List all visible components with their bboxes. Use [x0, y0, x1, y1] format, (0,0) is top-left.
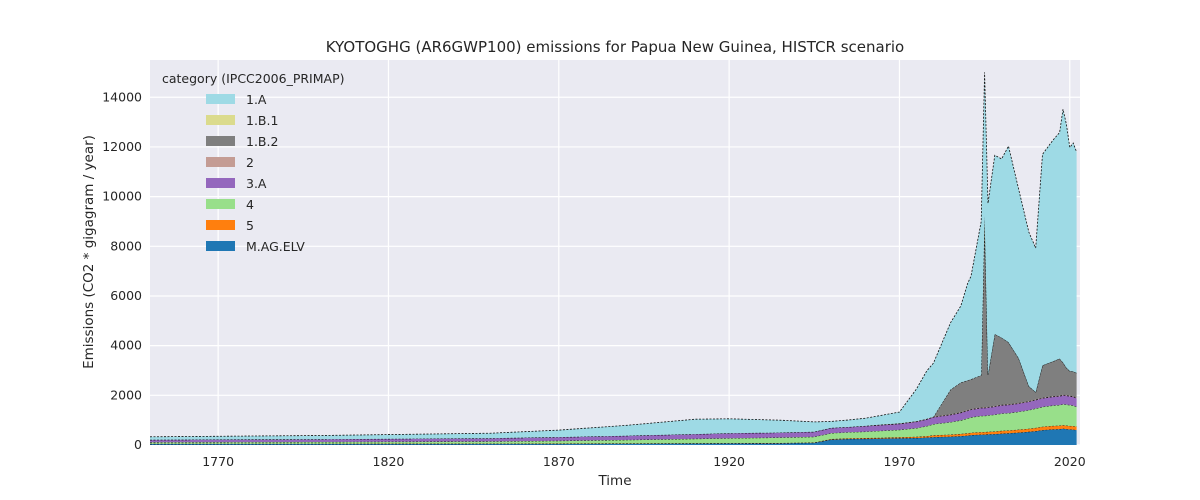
- x-axis-label: Time: [597, 473, 631, 489]
- area-1-a: [150, 72, 1077, 440]
- chart-title: KYOTOGHG (AR6GWP100) emissions for Papua…: [326, 38, 904, 56]
- legend-swatch: [206, 136, 235, 146]
- legend-label: M.AG.ELV: [246, 239, 305, 254]
- legend-label: 1.B.2: [246, 134, 278, 149]
- area-outline-1-a: [149, 72, 1077, 438]
- x-tick-label: 1820: [373, 454, 405, 469]
- y-tick-label: 2000: [110, 387, 142, 402]
- legend-swatch: [206, 241, 235, 251]
- legend: category (IPCC2006_PRIMAP) 1.A 1.B.1 1.B.2…: [162, 71, 345, 254]
- area-3-a: [150, 395, 1077, 443]
- legend-swatch: [206, 115, 235, 125]
- y-tick-label: 8000: [110, 238, 142, 253]
- y-tick-label: 0: [134, 437, 142, 452]
- area-series: [149, 72, 1077, 445]
- y-axis-ticks: 0 2000 4000 6000 8000 10000 12000 14000: [102, 89, 142, 452]
- x-tick-label: 1870: [543, 454, 575, 469]
- x-tick-label: 1920: [713, 454, 745, 469]
- area-m-ag-elv: [150, 428, 1077, 445]
- legend-label: 4: [246, 197, 254, 212]
- legend-title: category (IPCC2006_PRIMAP): [162, 71, 345, 86]
- x-tick-label: 1770: [202, 454, 234, 469]
- x-tick-label: 2020: [1054, 454, 1086, 469]
- y-tick-label: 10000: [102, 189, 142, 204]
- legend-label: 1.B.1: [246, 113, 278, 128]
- y-tick-label: 14000: [102, 89, 142, 104]
- y-tick-label: 4000: [110, 338, 142, 353]
- area-outline-1-b-1: [149, 216, 1077, 441]
- x-tick-label: 1970: [884, 454, 916, 469]
- y-tick-label: 12000: [102, 139, 142, 154]
- y-axis-label: Emissions (CO2 * gigagram / year): [81, 135, 97, 369]
- legend-label: 2: [246, 155, 254, 170]
- area-4: [150, 404, 1077, 444]
- legend-swatch: [206, 94, 235, 104]
- legend-label: 5: [246, 218, 254, 233]
- x-axis-ticks: 1770 1820 1870 1920 1970 2020: [202, 454, 1086, 469]
- legend-label: 1.A: [246, 92, 267, 107]
- legend-swatch: [206, 199, 235, 209]
- legend-swatch: [206, 157, 235, 167]
- y-tick-label: 6000: [110, 288, 142, 303]
- legend-label: 3.A: [246, 176, 267, 191]
- legend-swatch: [206, 220, 235, 230]
- legend-swatch: [206, 178, 235, 188]
